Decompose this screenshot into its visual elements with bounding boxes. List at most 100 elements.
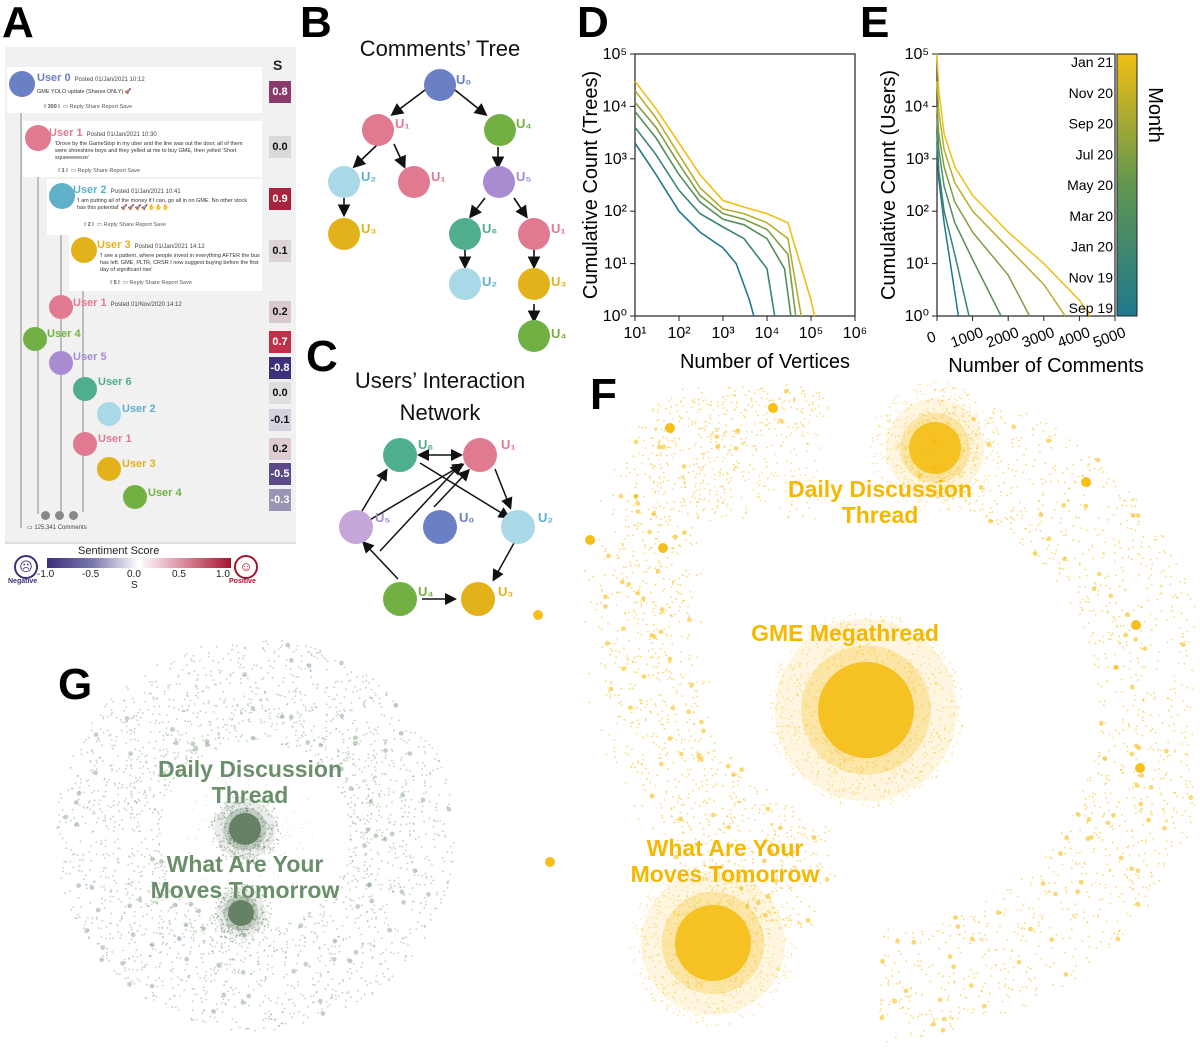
- daily-discussion-hub: [869, 381, 1001, 514]
- sentiment-score-box: -0.3: [269, 489, 291, 511]
- series-line: [936, 53, 1091, 317]
- post-card: [7, 67, 262, 113]
- y-tick-label: 10⁴: [602, 98, 627, 115]
- x-tick-label: 0: [925, 328, 939, 347]
- plot-frame: [634, 53, 856, 317]
- comments-tree-diagram: [328, 69, 550, 352]
- y-axis-label: Cumulative Count (Trees): [580, 71, 602, 299]
- thread-username: User 4: [47, 328, 81, 340]
- moves-tomorrow-hub: [629, 859, 797, 1027]
- series-line: [936, 106, 1031, 317]
- sentiment-tick: 0.5: [172, 569, 186, 580]
- post-username: User 3: [97, 239, 131, 251]
- y-tick-label: 10³: [906, 151, 930, 168]
- y-tick-label: 10⁴: [904, 98, 929, 115]
- network-node: [461, 582, 495, 616]
- gme-network-visualization: [533, 381, 1196, 1043]
- vote-count: 300: [47, 104, 57, 110]
- x-tick-label: 10⁶: [843, 325, 867, 342]
- sentiment-score-box: -0.1: [269, 409, 291, 431]
- g-moves-tomorrow-hub: [211, 882, 273, 945]
- comments-tree-title: Comments’ Tree: [359, 36, 521, 61]
- x-tick-label: 3000: [1020, 324, 1057, 351]
- panel-label-b: B: [300, 0, 332, 47]
- panel-label-c: C: [306, 332, 338, 381]
- colorbar-tick-label: Jul 20: [1076, 146, 1114, 162]
- x-tick-label: 5000: [1091, 324, 1128, 351]
- panel-label-a: A: [2, 0, 34, 47]
- gme-megathread-label: GME Megathread: [751, 620, 939, 646]
- network-node-label: U₃: [498, 584, 514, 599]
- sentiment-score-box: 0.2: [269, 301, 291, 323]
- sentiment-column-header: S: [273, 57, 283, 73]
- tree-node: [484, 114, 516, 146]
- post-actions: Reply Share Report Save: [103, 222, 166, 228]
- network-node: [339, 510, 373, 544]
- tree-node: [328, 166, 360, 198]
- thread-username: User 5: [73, 351, 107, 363]
- post-timestamp: Posted 01/Jan/2021 10:41: [110, 189, 181, 195]
- x-tick-label: 10¹: [623, 325, 646, 342]
- tree-node-label: U₁: [551, 221, 566, 236]
- network-nodes: [583, 384, 1196, 1043]
- chart-d-vertices: 10¹ 10² 10³ 10⁴ 10⁵ 10⁶10⁰10¹10²10³10⁴10⁵Numb…: [580, 46, 867, 373]
- tree-node-label: U₀: [456, 72, 472, 87]
- interaction-network-title-1: Users’ Interaction: [354, 368, 526, 393]
- positive-face-icon: ☺: [234, 555, 258, 579]
- panel-label-e: E: [860, 0, 890, 47]
- avatar: [49, 295, 73, 319]
- post-card: [47, 179, 262, 235]
- vote-count: 1: [61, 168, 65, 174]
- network-ring: [56, 639, 455, 1032]
- post-text: 'I see a pattern, where people invest in…: [100, 253, 260, 273]
- sentiment-score-box: 0.9: [269, 188, 291, 210]
- colorbar-tick-label: Nov 20: [1069, 85, 1114, 101]
- colorbar-tick-label: Sep 20: [1069, 116, 1114, 132]
- vote-count: 5: [113, 280, 117, 286]
- thread-username: User 4: [148, 487, 182, 499]
- sentiment-axis-label: S: [131, 580, 138, 591]
- tree-node-label: U₂: [482, 274, 498, 289]
- y-tick-label: 10⁵: [905, 46, 929, 63]
- post-timestamp: Posted 01/Jan/2021 10:12: [74, 77, 145, 83]
- series-line: [634, 142, 755, 317]
- tree-node-label: U₄: [551, 326, 567, 341]
- minor-hub: [768, 403, 778, 413]
- avatar: [49, 351, 73, 375]
- avatar: [25, 125, 51, 151]
- minor-hub: [1135, 763, 1145, 773]
- more-dot: [55, 511, 64, 520]
- sentiment-score-box: -0.5: [269, 463, 291, 485]
- series-line: [634, 101, 797, 317]
- y-tick-label: 10³: [604, 151, 628, 168]
- avatar: [9, 71, 35, 97]
- post-text: 'Drove by the GameStop in my uber and th…: [55, 141, 243, 161]
- post-username: User 0: [37, 72, 71, 84]
- network-node: [501, 510, 535, 544]
- tree-node: [518, 268, 550, 300]
- tree-node-label: U₃: [551, 274, 567, 289]
- more-dot: [69, 511, 78, 520]
- interaction-network-title-2: Network: [399, 400, 481, 425]
- g-daily-discussion-label-1: Daily Discussion: [157, 756, 343, 782]
- thread-line: [20, 83, 22, 528]
- x-tick-label: 10³: [711, 325, 735, 342]
- tree-node: [449, 268, 481, 300]
- daily-discussion-label-1: Daily Discussion: [787, 476, 973, 502]
- colorbar-tick-label: Nov 19: [1069, 269, 1114, 285]
- series-line: [936, 81, 1066, 317]
- panel-label-g: G: [58, 660, 93, 709]
- network-node-label: U₄: [418, 584, 434, 599]
- wsb-network-visualization: [56, 639, 455, 1032]
- x-tick-label: 2000: [984, 324, 1021, 351]
- negative-face-icon: ☹: [14, 555, 38, 579]
- y-tick-label: 10⁰: [603, 308, 627, 325]
- daily-discussion-label-2: Thread: [841, 502, 919, 529]
- y-axis-label: Cumulative Count (Users): [878, 70, 900, 300]
- colorbar-label: Month: [1144, 87, 1166, 143]
- colorbar-tick-label: Mar 20: [1069, 208, 1113, 224]
- tree-node-label: U₆: [482, 221, 498, 236]
- gme-megathread-hub: [769, 613, 964, 808]
- sentiment-tick: 1.0: [216, 569, 230, 580]
